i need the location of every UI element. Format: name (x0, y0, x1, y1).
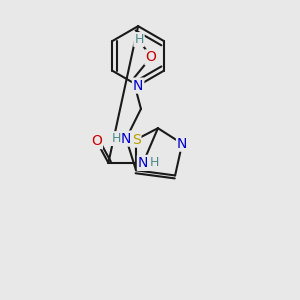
Text: N: N (133, 79, 143, 93)
Text: O: O (91, 134, 102, 148)
Text: S: S (132, 133, 140, 147)
Text: O: O (146, 50, 156, 64)
Text: N: N (138, 156, 148, 170)
Text: N: N (177, 136, 188, 151)
Text: H: H (112, 132, 121, 145)
Text: H: H (149, 156, 159, 170)
Text: N: N (121, 132, 131, 145)
Text: H: H (134, 33, 144, 46)
